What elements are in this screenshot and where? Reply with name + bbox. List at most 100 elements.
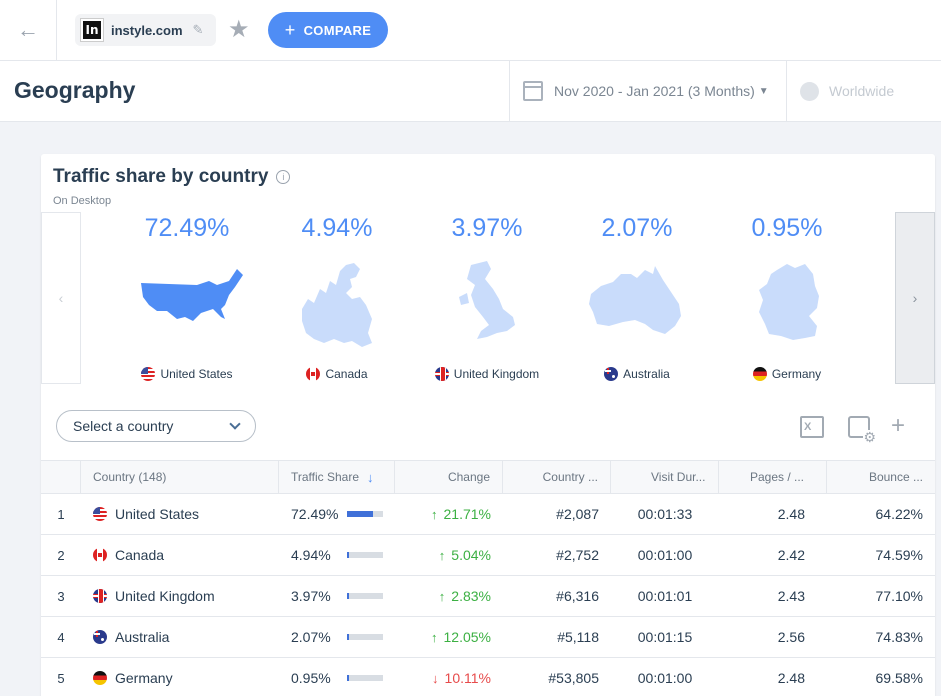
ca-flag-icon (306, 367, 321, 381)
settings-icon[interactable] (848, 416, 876, 444)
country-tile[interactable]: 2.07% Australia (562, 214, 712, 384)
country-tile[interactable]: 4.94% Canada (262, 214, 412, 384)
row-country: United Kingdom (81, 588, 279, 604)
share-bar (347, 634, 383, 640)
us-flag-icon (141, 367, 156, 381)
canada-map-icon (302, 263, 372, 347)
row-pages: 2.42 (777, 547, 805, 563)
add-icon[interactable]: + (891, 412, 906, 439)
row-share-value: 72.49% (291, 506, 339, 522)
row-country-rank: #6,316 (556, 588, 599, 604)
row-share-value: 2.07% (291, 629, 331, 645)
tile-country: United Kingdom (412, 367, 562, 381)
share-bar-fill (347, 593, 349, 599)
country-tile[interactable]: 3.97% United Kingdom (412, 214, 562, 384)
row-change: ↑ 12.05% (395, 629, 503, 645)
table-row[interactable]: 4 Australia 2.07% ↑ 12.05% #5,118 00:01:1… (41, 617, 935, 658)
info-icon[interactable]: i (276, 170, 291, 184)
compare-button[interactable]: + COMPARE (268, 12, 388, 48)
row-traffic-share: 2.07% (279, 629, 395, 645)
row-bounce: 69.58% (875, 670, 923, 686)
compare-label: COMPARE (303, 22, 372, 38)
row-traffic-share: 0.95% (279, 670, 395, 686)
trend-up-icon: ↑ (431, 629, 438, 645)
tile-share: 3.97% (451, 214, 523, 242)
row-pages: 2.56 (777, 629, 805, 645)
tile-share: 72.49% (144, 214, 230, 242)
row-country-rank: #5,118 (557, 629, 599, 645)
favorite-star-icon[interactable]: ★ (228, 16, 250, 43)
carousel-prev-button[interactable]: ‹ (41, 212, 81, 384)
row-traffic-share: 72.49% (279, 506, 395, 522)
select-country-dropdown[interactable]: Select a country (56, 410, 256, 442)
traffic-share-card: Traffic share by country i On Desktop ‹ … (41, 154, 935, 696)
row-rank: 4 (57, 629, 65, 645)
row-share-value: 4.94% (291, 547, 331, 563)
row-country: Germany (81, 670, 279, 686)
site-chip[interactable]: In instyle.com ✎ (75, 14, 216, 46)
share-bar-fill (347, 552, 349, 558)
table-row[interactable]: 2 Canada 4.94% ↑ 5.04% #2,752 00:01:00 2.… (41, 535, 935, 576)
row-country-rank: #2,087 (556, 506, 599, 522)
row-rank: 1 (57, 506, 65, 522)
table-row[interactable]: 5 Germany 0.95% ↓ 10.11% #53,805 00:01:00… (41, 658, 935, 696)
au-flag-icon (93, 630, 107, 644)
share-bar-fill (347, 511, 373, 517)
tile-country: Germany (712, 367, 862, 381)
share-bar (347, 593, 383, 599)
page-header: Geography Nov 2020 - Jan 2021 (3 Months)… (0, 61, 941, 122)
traffic-share-column-header[interactable]: Traffic Share ↓ (279, 460, 395, 494)
pages-per-visit-column-header[interactable]: Pages / ... (719, 460, 827, 494)
top-bar: ← In instyle.com ✎ ★ + COMPARE (0, 0, 941, 61)
tile-share: 2.07% (601, 214, 673, 242)
row-country: Canada (81, 547, 279, 563)
chevron-right-icon: › (912, 290, 918, 306)
date-range-selector[interactable]: Nov 2020 - Jan 2021 (3 Months) ▼ (509, 61, 787, 121)
region-selector[interactable]: Worldwide (800, 61, 894, 121)
au-flag-icon (604, 367, 619, 381)
trend-down-icon: ↓ (432, 670, 439, 686)
country-column-header[interactable]: Country (148) (81, 460, 279, 494)
country-tile[interactable]: 0.95% Germany (712, 214, 862, 384)
row-change-value: 21.71% (443, 506, 491, 522)
row-rank: 3 (57, 588, 65, 604)
tile-country-label: United States (160, 367, 233, 381)
row-visit-duration: 00:01:33 (637, 506, 693, 522)
row-share-value: 0.95% (291, 670, 331, 686)
carousel-next-button[interactable]: › (895, 212, 935, 384)
germany-map-icon (759, 264, 819, 340)
row-country: Australia (81, 629, 279, 645)
country-tile[interactable]: 72.49% United States (112, 214, 262, 384)
row-country: United States (81, 506, 279, 522)
caret-down-icon: ▼ (758, 85, 769, 97)
region-label: Worldwide (829, 83, 895, 99)
page-title: Geography (14, 77, 136, 103)
row-visit-duration: 00:01:00 (637, 670, 693, 686)
row-change: ↑ 21.71% (395, 506, 503, 522)
uk-flag-icon (93, 589, 107, 603)
sort-arrow-icon: ↓ (367, 469, 374, 485)
row-share-value: 3.97% (291, 588, 331, 604)
back-arrow-icon[interactable]: ← (0, 0, 57, 60)
share-bar (347, 552, 383, 558)
country-rank-column-header[interactable]: Country ... (503, 460, 611, 494)
rank-column-header (41, 460, 81, 494)
bounce-rate-column-header[interactable]: Bounce ... (868, 470, 923, 484)
tile-country-label: Canada (325, 367, 368, 381)
table-row[interactable]: 1 United States 72.49% ↑ 21.71% #2,087 00… (41, 494, 935, 535)
select-country-label: Select a country (73, 418, 174, 434)
row-change-value: 2.83% (451, 588, 491, 604)
site-name: instyle.com (111, 22, 183, 38)
row-rank: 2 (57, 547, 65, 563)
uk-map-icon (459, 261, 515, 339)
change-column-header[interactable]: Change (395, 460, 503, 494)
row-bounce: 77.10% (875, 588, 923, 604)
tile-country-label: United Kingdom (453, 367, 540, 381)
table-row[interactable]: 3 United Kingdom 3.97% ↑ 2.83% #6,316 00:… (41, 576, 935, 617)
card-subtitle: On Desktop (53, 195, 112, 207)
table-header-row: Country (148) Traffic Share ↓ Change Cou… (41, 460, 935, 494)
edit-pencil-icon[interactable]: ✎ (192, 22, 204, 37)
row-pages: 2.48 (777, 670, 805, 686)
visit-duration-column-header[interactable]: Visit Dur... (611, 460, 719, 494)
excel-export-icon[interactable]: X (800, 416, 824, 438)
